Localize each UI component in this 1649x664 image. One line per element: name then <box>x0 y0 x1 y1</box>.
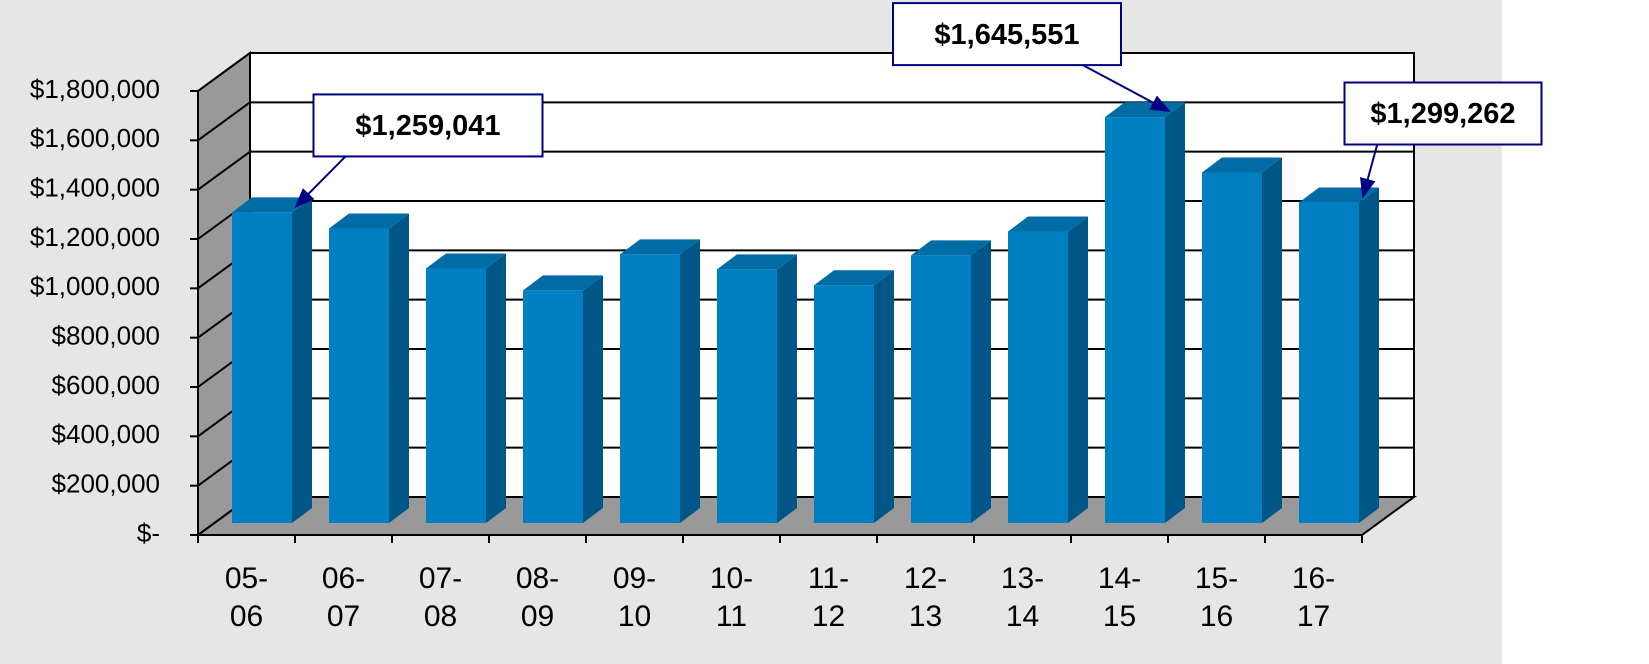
bar-side <box>486 253 506 523</box>
y-tick-label: $1,000,000 <box>30 271 160 301</box>
bar <box>814 285 874 523</box>
bar-top <box>1008 216 1088 232</box>
x-tick-label: 05-06 <box>224 562 269 633</box>
data-label: $1,299,262 <box>1370 98 1515 130</box>
bar-top <box>814 270 894 286</box>
y-tick-label: $200,000 <box>52 469 160 499</box>
x-tick-label: 06-07 <box>321 562 366 633</box>
x-tick-label: 13-14 <box>1000 562 1045 633</box>
bar-side <box>777 254 797 523</box>
bar-side <box>292 197 312 523</box>
side-grid-line <box>197 150 251 191</box>
y-tick-label: $- <box>137 518 160 548</box>
bar <box>1008 231 1068 523</box>
x-tick-label: 09-10 <box>612 562 657 633</box>
data-label: $1,645,551 <box>934 19 1079 51</box>
bar <box>329 228 389 524</box>
side-grid-line <box>197 101 251 142</box>
bar-side <box>971 240 991 523</box>
data-label: $1,259,041 <box>355 110 500 142</box>
side-grid-line <box>197 52 251 92</box>
x-tick-label: 07-08 <box>418 562 463 633</box>
y-tick-label: $400,000 <box>52 419 160 449</box>
bar <box>1202 172 1262 523</box>
bar <box>1299 202 1359 523</box>
bar <box>426 268 486 523</box>
y-tick-label: $1,200,000 <box>30 222 160 252</box>
y-tick-label: $800,000 <box>52 321 160 351</box>
bar-side <box>680 239 700 523</box>
callout-box <box>312 93 544 158</box>
bar-top <box>911 240 991 256</box>
x-tick-label: 15-16 <box>1194 562 1239 633</box>
bar <box>523 290 583 523</box>
bar-side <box>1068 216 1088 523</box>
bar-top <box>620 239 700 255</box>
bar-top <box>1202 157 1282 173</box>
callout-box <box>1343 81 1543 146</box>
bar <box>620 254 680 523</box>
x-tick-label: 14-15 <box>1097 562 1142 633</box>
callout-box <box>892 2 1122 67</box>
callout-arrow <box>1360 143 1379 199</box>
x-tick-label: 08-09 <box>515 562 560 633</box>
x-tick-label: 16-17 <box>1291 562 1336 633</box>
bar <box>717 269 777 523</box>
callout-arrow <box>294 154 348 208</box>
bar-top <box>329 213 409 229</box>
bar-top <box>426 253 506 269</box>
bar <box>1105 117 1165 524</box>
y-tick-label: $1,600,000 <box>30 123 160 153</box>
bar-side <box>1165 102 1185 524</box>
bar-top <box>523 275 603 291</box>
y-tick-label: $1,400,000 <box>30 173 160 203</box>
y-tick-label: $1,800,000 <box>30 74 160 104</box>
bar-top <box>717 254 797 270</box>
bar-side <box>1359 187 1379 523</box>
callout-arrow <box>1080 63 1171 113</box>
bar-top <box>1299 187 1379 203</box>
y-tick-label: $600,000 <box>52 370 160 400</box>
x-tick-label: 11-12 <box>807 562 850 633</box>
x-tick-label: 12-13 <box>903 562 948 633</box>
bar-top <box>232 197 312 213</box>
bar-side <box>874 270 894 523</box>
bar-side <box>1262 157 1282 523</box>
bar-side <box>583 275 603 523</box>
bar <box>911 255 971 523</box>
bar <box>232 212 292 523</box>
x-tick-label: 10-11 <box>709 562 754 633</box>
bar-side <box>389 213 409 524</box>
